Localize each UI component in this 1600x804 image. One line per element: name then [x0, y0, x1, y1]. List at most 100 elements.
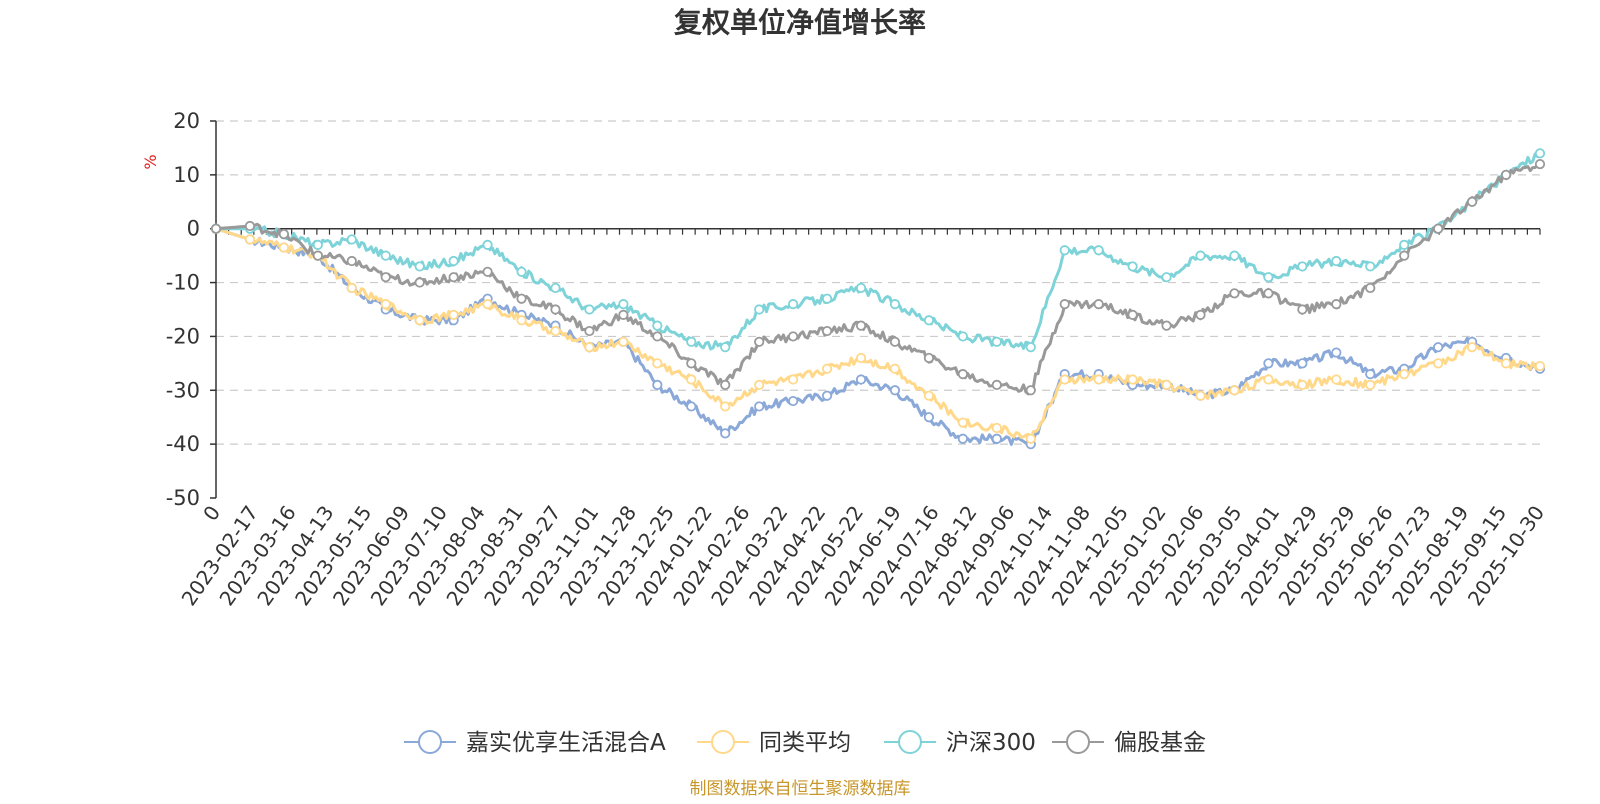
data-point: [380, 272, 391, 283]
data-point: [855, 282, 867, 294]
data-point: [414, 277, 425, 288]
data-point: [482, 299, 493, 310]
data-point: [923, 315, 935, 326]
data-point: [1161, 320, 1172, 331]
legend-item-0[interactable]: 嘉实优享生活混合A: [404, 730, 666, 756]
data-point: [380, 250, 391, 261]
data-point: [923, 352, 935, 364]
series-line-0: [215, 227, 1542, 446]
y-tick-label: -50: [166, 486, 200, 510]
legend-label: 沪深300: [946, 730, 1036, 756]
y-axis-unit-label: %: [141, 154, 160, 169]
data-point: [516, 293, 527, 304]
data-point: [380, 299, 391, 310]
data-point: [312, 239, 323, 250]
series-line-3: [215, 162, 1541, 396]
y-tick-label: -20: [166, 324, 200, 348]
data-point: [788, 299, 799, 310]
data-point: [720, 428, 731, 439]
data-point: [1433, 358, 1444, 369]
data-point: [821, 325, 833, 337]
data-point: [1195, 390, 1206, 401]
data-point: [448, 255, 459, 267]
data-point: [821, 390, 833, 401]
data-point: [1195, 250, 1206, 261]
data-point: [1229, 288, 1240, 299]
legend-marker: [898, 730, 922, 754]
legend-label: 偏股基金: [1114, 730, 1206, 756]
data-point: [652, 358, 663, 369]
data-point: [1059, 245, 1070, 256]
y-tick-label: -30: [166, 378, 200, 402]
data-point: [720, 401, 731, 412]
data-point: [754, 304, 765, 315]
data-point: [584, 325, 595, 337]
data-point: [889, 385, 901, 396]
data-point: [1331, 374, 1342, 385]
legend-label: 同类平均: [759, 730, 851, 756]
data-point: [788, 395, 799, 407]
data-point: [991, 433, 1002, 444]
data-point: [957, 331, 968, 342]
data-point: [1500, 358, 1512, 369]
data-point: [1297, 358, 1308, 369]
legend-item-2[interactable]: 沪深300: [884, 730, 1036, 756]
data-point: [1263, 374, 1274, 385]
y-tick-label: 10: [173, 163, 200, 187]
data-point: [821, 363, 833, 374]
legend-marker: [711, 730, 735, 754]
data-point: [346, 255, 357, 267]
y-tick-label: 20: [173, 109, 200, 133]
data-point: [1297, 261, 1308, 272]
data-point: [482, 266, 493, 277]
y-tick-label: -40: [166, 432, 200, 456]
legend-item-3[interactable]: 偏股基金: [1052, 730, 1206, 756]
data-point: [1263, 272, 1274, 283]
data-point: [1399, 250, 1410, 261]
data-point: [1331, 255, 1342, 267]
data-point: [1025, 433, 1036, 444]
data-point: [550, 325, 561, 337]
data-point: [1161, 379, 1172, 390]
data-point: [1127, 261, 1138, 272]
data-point: [889, 363, 901, 374]
y-axis: 20 10 0 -10 -20 -30 -40 -50: [166, 109, 217, 510]
data-point: [1365, 379, 1376, 390]
data-point: [1263, 288, 1274, 299]
data-point: [1025, 342, 1036, 353]
data-point: [1059, 374, 1070, 385]
data-point: [278, 229, 289, 240]
data-point: [448, 272, 459, 283]
data-point: [618, 299, 629, 310]
data-point: [618, 336, 629, 347]
y-tick-label: 0: [187, 217, 200, 241]
data-point: [1297, 379, 1308, 390]
series-layer: [210, 148, 1546, 450]
data-point: [686, 336, 697, 347]
data-point: [923, 390, 935, 401]
data-point: [278, 242, 289, 253]
data-point: [1331, 299, 1342, 310]
series-line-1: [215, 227, 1542, 444]
chart-title: 复权单位净值增长率: [674, 6, 926, 39]
data-point: [991, 422, 1002, 434]
data-point: [1467, 342, 1478, 353]
data-point: [754, 336, 765, 347]
data-point: [448, 309, 459, 320]
data-point: [1467, 196, 1478, 207]
data-point: [1127, 309, 1138, 320]
legend-item-1[interactable]: 同类平均: [697, 730, 851, 756]
data-point: [1297, 304, 1308, 315]
y-tick-label: -10: [166, 271, 200, 295]
data-point: [1399, 369, 1410, 380]
data-point: [414, 261, 425, 272]
data-point: [584, 342, 595, 353]
data-point: [1534, 148, 1546, 159]
data-point: [923, 412, 935, 423]
data-point: [1365, 282, 1376, 294]
data-point: [550, 282, 561, 294]
data-point: [1365, 261, 1376, 272]
data-point: [889, 299, 901, 310]
